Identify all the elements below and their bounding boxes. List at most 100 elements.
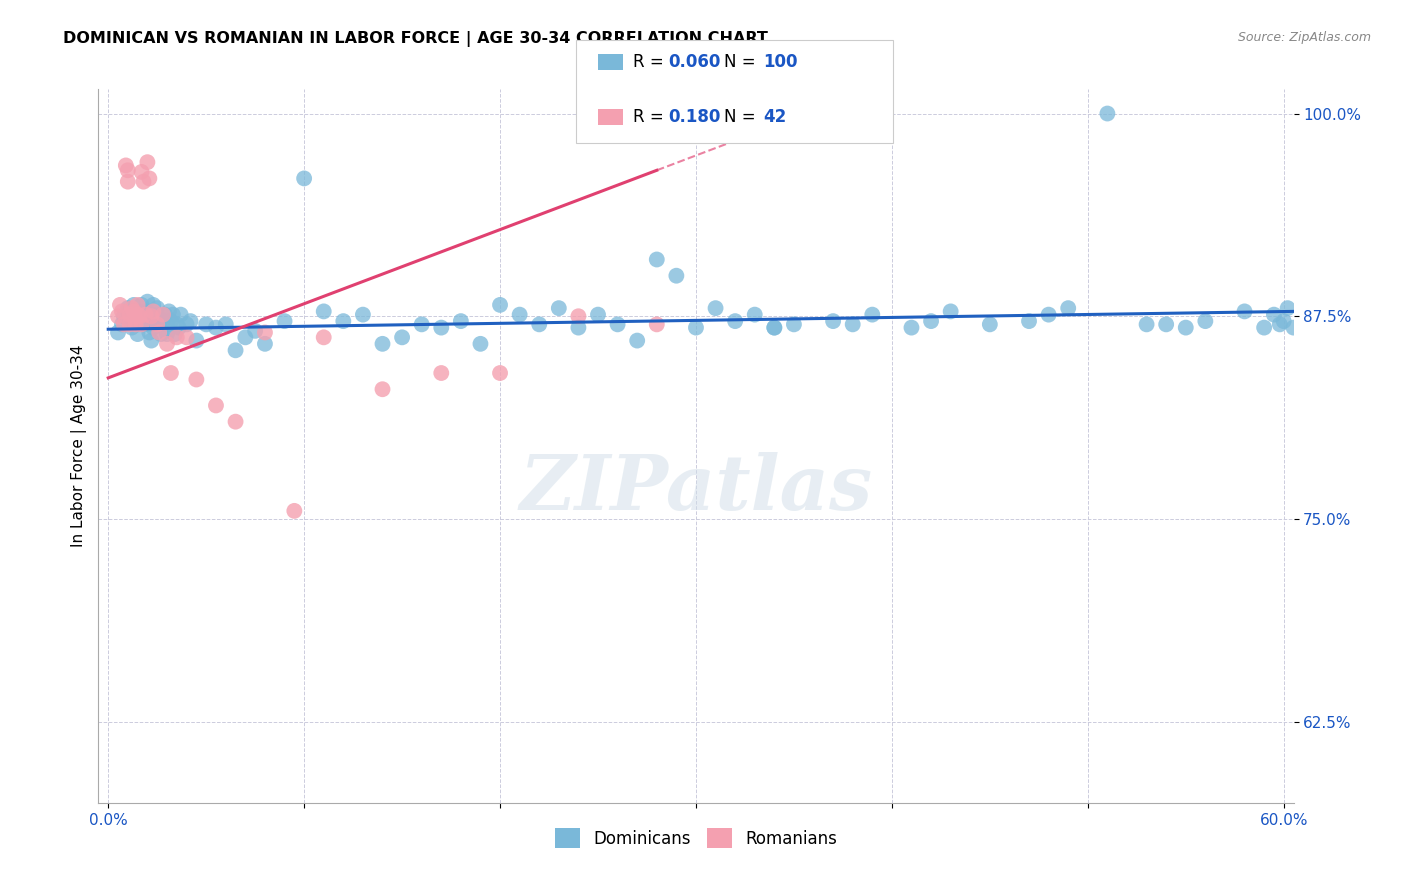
Point — [205, 320, 228, 334]
Point — [166, 330, 188, 344]
Point — [430, 366, 453, 380]
Point — [1174, 320, 1197, 334]
Point — [146, 318, 169, 332]
Point — [131, 298, 153, 312]
Text: Source: ZipAtlas.com: Source: ZipAtlas.com — [1237, 31, 1371, 45]
Point — [430, 320, 453, 334]
Point — [112, 310, 135, 324]
Text: N =: N = — [724, 53, 761, 70]
Point — [127, 327, 149, 342]
Point — [645, 252, 668, 267]
Legend: Dominicans, Romanians: Dominicans, Romanians — [548, 822, 844, 855]
Point — [162, 308, 184, 322]
Point — [117, 163, 139, 178]
Point — [1194, 314, 1216, 328]
Text: DOMINICAN VS ROMANIAN IN LABOR FORCE | AGE 30-34 CORRELATION CHART: DOMINICAN VS ROMANIAN IN LABOR FORCE | A… — [63, 31, 768, 47]
Point — [450, 314, 472, 328]
Point — [312, 330, 335, 344]
Point — [1057, 301, 1080, 315]
Point — [136, 155, 159, 169]
Point — [141, 308, 163, 322]
Point — [136, 294, 159, 309]
Point — [186, 372, 208, 386]
Point — [117, 175, 139, 189]
Point — [131, 165, 153, 179]
Text: ZIPatlas: ZIPatlas — [519, 452, 873, 525]
Point — [1282, 320, 1305, 334]
Point — [142, 298, 165, 312]
Point — [1272, 314, 1295, 328]
Point — [138, 326, 160, 340]
Point — [132, 175, 155, 189]
Point — [489, 366, 512, 380]
Point — [131, 318, 153, 332]
Point — [685, 320, 707, 334]
Point — [127, 308, 149, 322]
Point — [124, 318, 146, 332]
Point — [1018, 314, 1040, 328]
Text: N =: N = — [724, 108, 761, 126]
Point — [176, 318, 198, 332]
Point — [153, 308, 176, 322]
Point — [166, 318, 188, 332]
Point — [1097, 106, 1119, 120]
Point — [141, 334, 163, 348]
Point — [138, 318, 160, 332]
Point — [283, 504, 305, 518]
Point — [186, 334, 208, 348]
Point — [118, 308, 141, 322]
Text: 42: 42 — [763, 108, 787, 126]
Point — [121, 320, 143, 334]
Point — [645, 318, 668, 332]
Point — [489, 298, 512, 312]
Text: 100: 100 — [763, 53, 799, 70]
Point — [744, 308, 766, 322]
Point — [112, 318, 135, 332]
Point — [273, 314, 295, 328]
Point — [152, 308, 174, 322]
Point — [586, 308, 609, 322]
Point — [179, 314, 201, 328]
Point — [352, 308, 374, 322]
Point — [470, 336, 492, 351]
Point — [146, 301, 169, 315]
Point — [225, 415, 247, 429]
Point — [167, 320, 190, 334]
Point — [122, 310, 145, 324]
Point — [118, 314, 141, 328]
Point — [134, 310, 156, 324]
Point — [111, 304, 134, 318]
Text: 0.060: 0.060 — [668, 53, 720, 70]
Point — [160, 366, 183, 380]
Point — [529, 318, 551, 332]
Point — [1277, 301, 1299, 315]
Point — [391, 330, 413, 344]
Point — [606, 318, 628, 332]
Point — [142, 304, 165, 318]
Point — [411, 318, 433, 332]
Point — [509, 308, 531, 322]
Point — [124, 308, 146, 322]
Point — [704, 301, 727, 315]
Point — [141, 310, 163, 324]
Point — [127, 318, 149, 332]
Point — [665, 268, 688, 283]
Point — [107, 310, 129, 324]
Point — [215, 318, 238, 332]
Point — [626, 334, 648, 348]
Y-axis label: In Labor Force | Age 30-34: In Labor Force | Age 30-34 — [72, 344, 87, 548]
Point — [115, 158, 138, 172]
Point — [134, 308, 156, 322]
Point — [176, 330, 198, 344]
Point — [724, 314, 747, 328]
Point — [567, 310, 589, 324]
Point — [157, 304, 180, 318]
Point — [939, 304, 962, 318]
Point — [117, 301, 139, 315]
Point — [371, 382, 394, 396]
Point — [122, 310, 145, 324]
Point — [1154, 318, 1177, 332]
Point — [1233, 304, 1256, 318]
Point — [148, 318, 170, 332]
Point — [156, 327, 179, 342]
